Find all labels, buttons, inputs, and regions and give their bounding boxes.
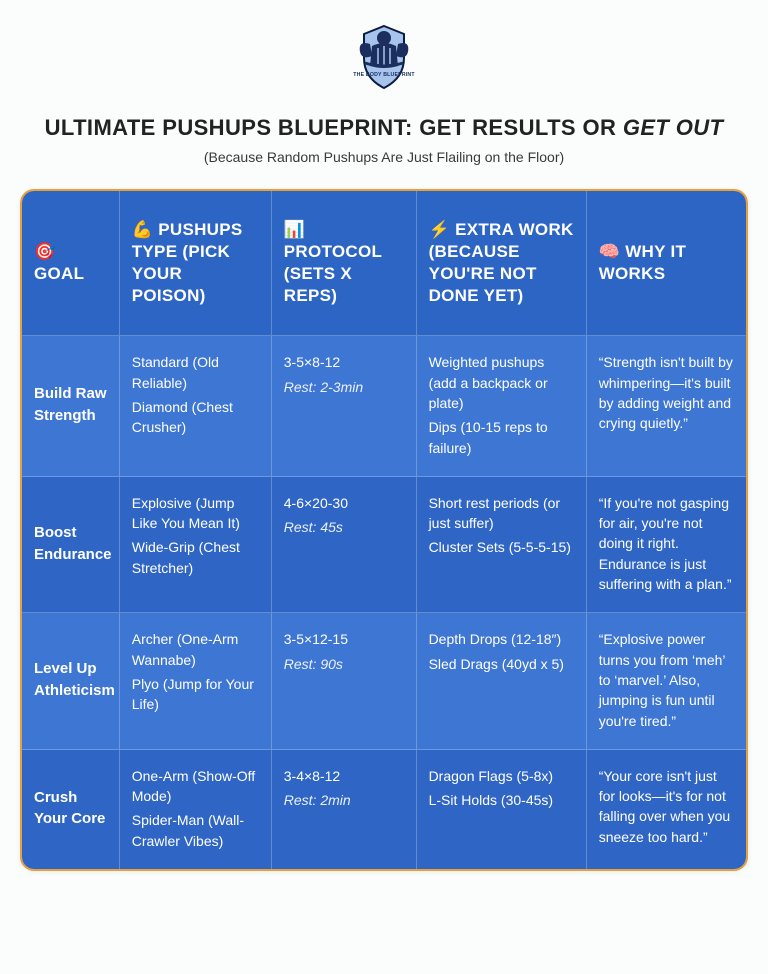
bolt-icon: ⚡ bbox=[429, 220, 450, 239]
type-cell: Explosive (Jump Like You Mean It)Wide-Gr… bbox=[120, 477, 272, 613]
table-row: Build Raw StrengthStandard (Old Reliable… bbox=[22, 336, 746, 476]
extra-item: Depth Drops (12-18″) bbox=[429, 629, 574, 649]
type-item: Diamond (Chest Crusher) bbox=[132, 397, 259, 438]
protocol-sets: 4-6×20-30 bbox=[284, 493, 404, 513]
extra-item: Dips (10-15 reps to failure) bbox=[429, 417, 574, 458]
col-header-label: PROTOCOL (SETS X REPS) bbox=[284, 242, 382, 305]
extra-item: Cluster Sets (5-5-5-15) bbox=[429, 537, 574, 557]
logo-mark-icon: THE BODY BLUEPRINT bbox=[342, 18, 426, 94]
extra-cell: Weighted pushups (add a backpack or plat… bbox=[417, 336, 587, 476]
why-cell: “If you're not gasping for air, you're n… bbox=[587, 477, 746, 613]
col-header-type: 💪 PUSHUPS TYPE (PICK YOUR POISON) bbox=[120, 191, 272, 336]
col-header-label: GOAL bbox=[34, 264, 84, 283]
col-header-protocol: 📊 PROTOCOL (SETS X REPS) bbox=[272, 191, 417, 336]
type-item: Wide-Grip (Chest Stretcher) bbox=[132, 537, 259, 578]
type-item: Standard (Old Reliable) bbox=[132, 352, 259, 393]
svg-text:THE BODY BLUEPRINT: THE BODY BLUEPRINT bbox=[353, 72, 415, 78]
blueprint-table-frame: 🎯 GOAL 💪 PUSHUPS TYPE (PICK YOUR POISON)… bbox=[20, 189, 748, 871]
goal-cell: Level Up Athleticism bbox=[22, 613, 120, 749]
type-cell: Archer (One-Arm Wannabe)Plyo (Jump for Y… bbox=[120, 613, 272, 749]
flex-icon: 💪 bbox=[132, 220, 153, 239]
type-item: Explosive (Jump Like You Mean It) bbox=[132, 493, 259, 534]
extra-cell: Depth Drops (12-18″) Sled Drags (40yd x 5… bbox=[417, 613, 587, 749]
protocol-rest: Rest: 90s bbox=[284, 654, 404, 674]
why-cell: “Strength isn't built by whimpering—it's… bbox=[587, 336, 746, 476]
col-header-why: 🧠 WHY IT WORKS bbox=[587, 191, 746, 336]
type-cell: One-Arm (Show-Off Mode)Spider-Man (Wall-… bbox=[120, 750, 272, 869]
protocol-rest: Rest: 2-3min bbox=[284, 377, 404, 397]
protocol-rest: Rest: 2min bbox=[284, 790, 404, 810]
chart-icon: 📊 bbox=[284, 220, 305, 239]
type-item: One-Arm (Show-Off Mode) bbox=[132, 766, 259, 807]
col-header-goal: 🎯 GOAL bbox=[22, 191, 120, 336]
target-icon: 🎯 bbox=[34, 242, 55, 261]
title-text: ULTIMATE PUSHUPS BLUEPRINT: GET RESULTS … bbox=[45, 115, 623, 140]
type-item: Archer (One-Arm Wannabe) bbox=[132, 629, 259, 670]
extra-item: Weighted pushups (add a backpack or plat… bbox=[429, 352, 574, 413]
protocol-cell: 4-6×20-30 Rest: 45s bbox=[272, 477, 417, 613]
col-header-label: EXTRA WORK (BECAUSE YOU'RE NOT DONE YET) bbox=[429, 220, 574, 305]
protocol-sets: 3-5×8-12 bbox=[284, 352, 404, 372]
extra-cell: Dragon Flags (5-8x) L-Sit Holds (30-45s) bbox=[417, 750, 587, 869]
protocol-rest: Rest: 45s bbox=[284, 517, 404, 537]
brain-icon: 🧠 bbox=[599, 242, 620, 261]
protocol-sets: 3-4×8-12 bbox=[284, 766, 404, 786]
title-italic: GET OUT bbox=[623, 115, 724, 140]
table-header-row: 🎯 GOAL 💪 PUSHUPS TYPE (PICK YOUR POISON)… bbox=[22, 191, 746, 336]
type-item: Spider-Man (Wall-Crawler Vibes) bbox=[132, 810, 259, 851]
page-subtitle: (Because Random Pushups Are Just Flailin… bbox=[20, 149, 748, 165]
why-cell: “Explosive power turns you from ‘meh’ to… bbox=[587, 613, 746, 749]
extra-cell: Short rest periods (or just suffer) Clust… bbox=[417, 477, 587, 613]
extra-item: Short rest periods (or just suffer) bbox=[429, 493, 574, 534]
brand-logo: THE BODY BLUEPRINT bbox=[20, 18, 748, 99]
table-row: Level Up AthleticismArcher (One-Arm Wann… bbox=[22, 613, 746, 749]
col-header-extra: ⚡ EXTRA WORK (BECAUSE YOU'RE NOT DONE YE… bbox=[417, 191, 587, 336]
table-body: Build Raw StrengthStandard (Old Reliable… bbox=[22, 336, 746, 869]
goal-cell: Crush Your Core bbox=[22, 750, 120, 869]
why-cell: “Your core isn't just for looks—it's for… bbox=[587, 750, 746, 869]
extra-item: Sled Drags (40yd x 5) bbox=[429, 654, 574, 674]
extra-item: L-Sit Holds (30-45s) bbox=[429, 790, 574, 810]
goal-cell: Boost Endurance bbox=[22, 477, 120, 613]
page-title: ULTIMATE PUSHUPS BLUEPRINT: GET RESULTS … bbox=[20, 115, 748, 141]
table-row: Crush Your CoreOne-Arm (Show-Off Mode)Sp… bbox=[22, 750, 746, 869]
table-row: Boost EnduranceExplosive (Jump Like You … bbox=[22, 477, 746, 613]
protocol-cell: 3-5×12-15 Rest: 90s bbox=[272, 613, 417, 749]
protocol-cell: 3-4×8-12 Rest: 2min bbox=[272, 750, 417, 869]
blueprint-table: 🎯 GOAL 💪 PUSHUPS TYPE (PICK YOUR POISON)… bbox=[22, 191, 746, 869]
goal-cell: Build Raw Strength bbox=[22, 336, 120, 476]
type-cell: Standard (Old Reliable)Diamond (Chest Cr… bbox=[120, 336, 272, 476]
protocol-sets: 3-5×12-15 bbox=[284, 629, 404, 649]
protocol-cell: 3-5×8-12 Rest: 2-3min bbox=[272, 336, 417, 476]
type-item: Plyo (Jump for Your Life) bbox=[132, 674, 259, 715]
extra-item: Dragon Flags (5-8x) bbox=[429, 766, 574, 786]
